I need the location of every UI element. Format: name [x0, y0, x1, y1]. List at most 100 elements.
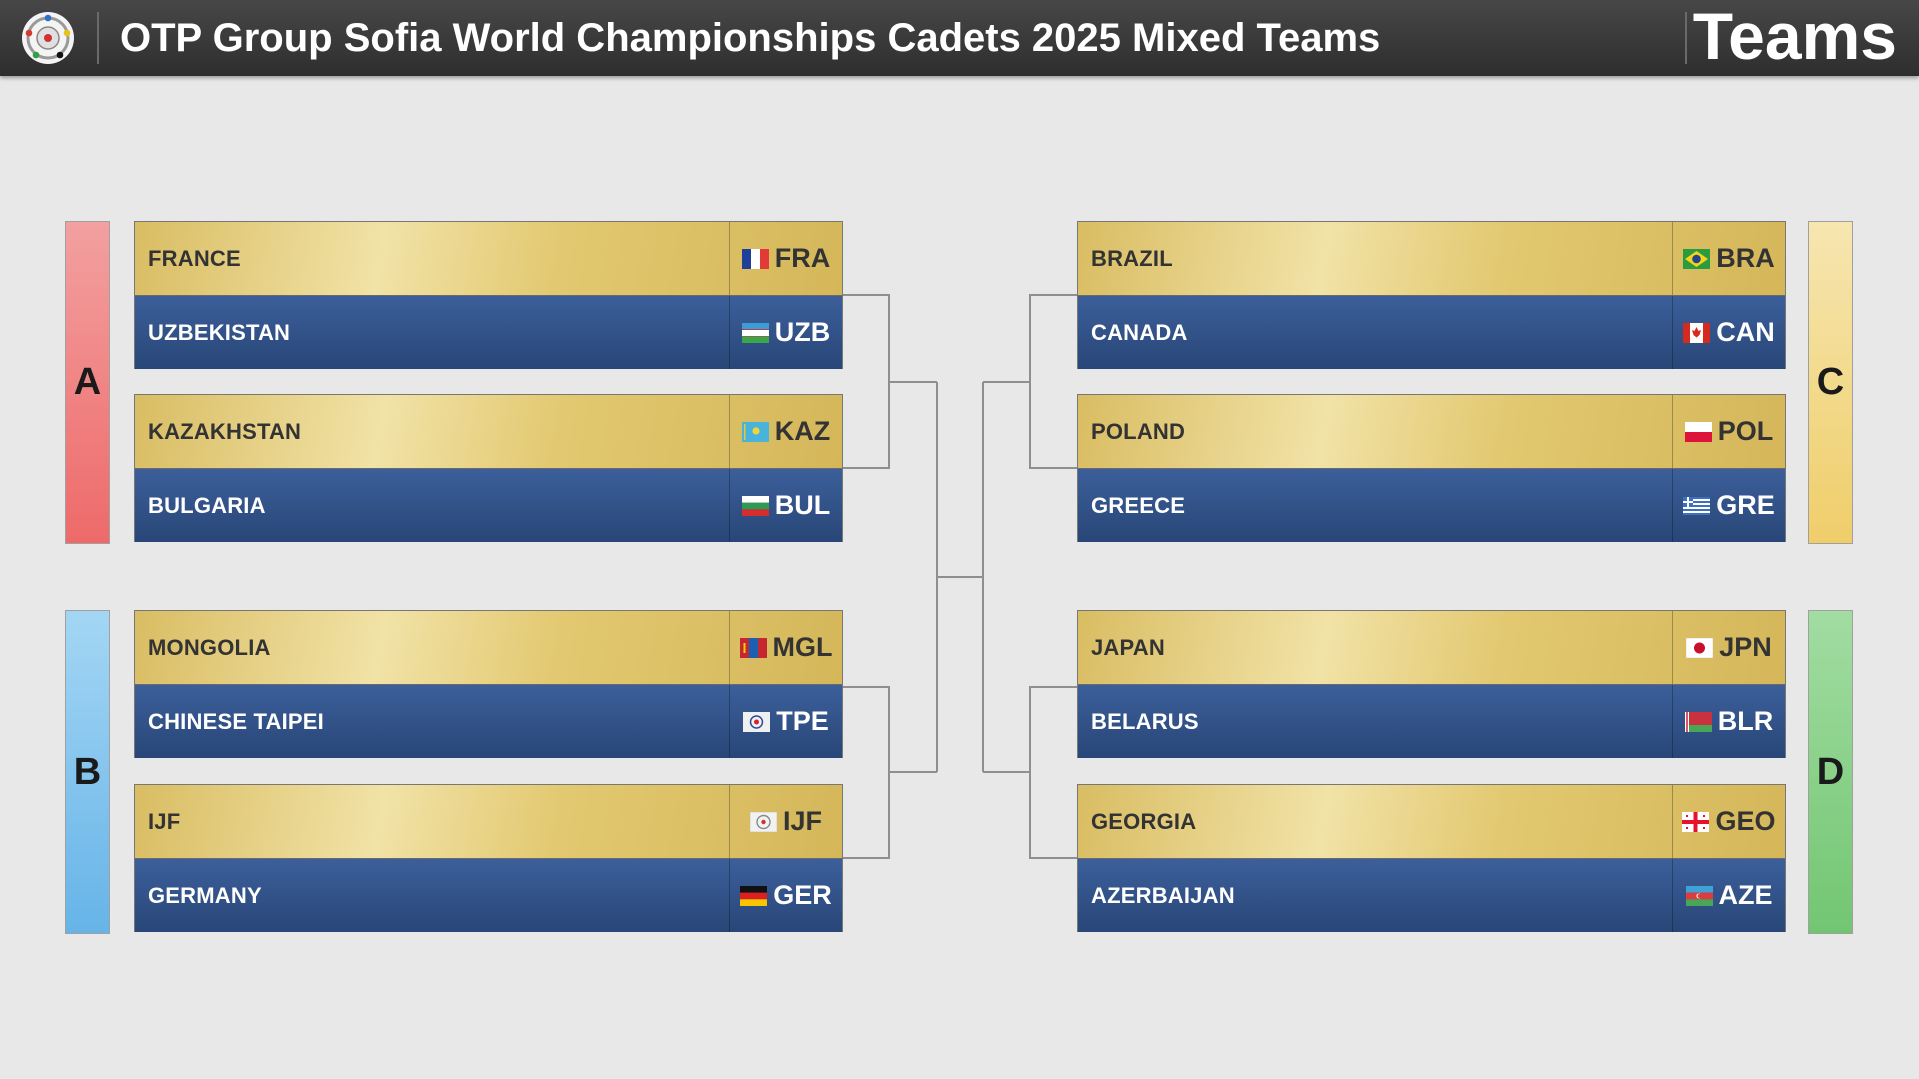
team-code-cell: GER [729, 859, 842, 932]
team-row-pol[interactable]: POLAND POL [1078, 395, 1785, 468]
pool-b-label: B [73, 750, 102, 793]
team-row-ijf[interactable]: IJF IJF [135, 785, 842, 858]
gre-flag-icon [1683, 496, 1711, 515]
team-code: JPN [1719, 632, 1772, 662]
team-row-gre[interactable]: GREECE GRE [1078, 468, 1785, 542]
team-row-aze[interactable]: AZERBAIJAN AZE [1078, 858, 1785, 932]
team-code: BUL [774, 490, 831, 520]
ijf-logo-icon [22, 12, 74, 64]
team-row-kaz[interactable]: KAZAKHSTAN KAZ [135, 395, 842, 468]
uzb-flag-icon [741, 322, 769, 343]
team-name: UZBEKISTAN [148, 319, 291, 345]
header-divider [1685, 12, 1687, 64]
team-name: GERMANY [148, 882, 262, 908]
team-code-cell: KAZ [729, 395, 842, 468]
pool-d-bar: D [1808, 610, 1853, 934]
team-code: GRE [1716, 490, 1775, 520]
team-name: BRAZIL [1091, 245, 1173, 271]
team-name: POLAND [1091, 418, 1186, 444]
header-divider [97, 12, 99, 64]
match-geo-aze[interactable]: GEORGIA GEO AZERBAIJAN AZE [1077, 784, 1786, 932]
team-code-cell: BRA [1672, 222, 1785, 295]
can-flag-icon [1683, 322, 1711, 343]
team-code: BRA [1716, 243, 1775, 273]
fra-flag-icon [741, 248, 769, 269]
team-code-cell: UZB [729, 296, 842, 369]
team-name: CANADA [1091, 319, 1188, 345]
page-title: OTP Group Sofia World Championships Cade… [120, 16, 1381, 60]
team-row-tpe[interactable]: CHINESE TAIPEI TPE [135, 684, 842, 758]
team-code: GEO [1715, 806, 1776, 836]
team-code-cell: BUL [729, 469, 842, 542]
match-bra-can[interactable]: BRAZIL BRA CANADA CAN [1077, 221, 1786, 369]
section-label: Teams [1692, 0, 1897, 73]
team-row-fra[interactable]: FRANCE FRA [135, 222, 842, 295]
team-name: BULGARIA [148, 492, 266, 518]
team-row-mgl[interactable]: MONGOLIA MGL [135, 611, 842, 684]
header-bar: OTP Group Sofia World Championships Cade… [0, 0, 1919, 76]
team-code: BLR [1717, 706, 1774, 736]
team-name: CHINESE TAIPEI [148, 708, 324, 734]
team-row-bra[interactable]: BRAZIL BRA [1078, 222, 1785, 295]
pool-c-bar: C [1808, 221, 1853, 544]
team-code: FRA [774, 243, 831, 273]
team-row-uzb[interactable]: UZBEKISTAN UZB [135, 295, 842, 369]
team-code-cell: AZE [1672, 859, 1785, 932]
match-kaz-bul[interactable]: KAZAKHSTAN KAZ BULGARIA BUL [134, 394, 843, 542]
team-code-cell: POL [1672, 395, 1785, 468]
bul-flag-icon [741, 495, 769, 516]
team-code-cell: FRA [729, 222, 842, 295]
match-ijf-ger[interactable]: IJF IJF GERMANY GER [134, 784, 843, 932]
team-row-bul[interactable]: BULGARIA BUL [135, 468, 842, 542]
team-name: MONGOLIA [148, 634, 271, 660]
blr-flag-icon [1684, 711, 1712, 732]
team-code-cell: MGL [729, 611, 842, 684]
team-code: KAZ [774, 416, 831, 446]
team-name: BELARUS [1091, 708, 1199, 734]
team-name: AZERBAIJAN [1091, 882, 1235, 908]
pool-b-bar: B [65, 610, 110, 934]
team-code: CAN [1716, 317, 1775, 347]
team-code-cell: TPE [729, 685, 842, 758]
team-code-cell: GRE [1672, 469, 1785, 542]
pool-a-label: A [73, 361, 102, 403]
team-code: IJF [782, 806, 822, 836]
match-pol-gre[interactable]: POLAND POL GREECE GRE [1077, 394, 1786, 542]
team-code: GER [773, 880, 832, 910]
team-name: KAZAKHSTAN [148, 418, 302, 444]
jpn-flag-icon [1686, 637, 1714, 658]
kaz-flag-icon [741, 421, 769, 442]
team-name: FRANCE [148, 245, 241, 271]
pool-d-label: D [1816, 750, 1845, 793]
team-name: GREECE [1091, 492, 1186, 518]
match-jpn-blr[interactable]: JAPAN JPN BELARUS BLR [1077, 610, 1786, 758]
team-code-cell: JPN [1672, 611, 1785, 684]
pol-flag-icon [1684, 421, 1712, 442]
team-row-geo[interactable]: GEORGIA GEO [1078, 785, 1785, 858]
geo-flag-icon [1682, 811, 1710, 832]
team-name: JAPAN [1091, 634, 1165, 660]
team-code-cell: CAN [1672, 296, 1785, 369]
team-code: POL [1717, 416, 1774, 446]
team-row-blr[interactable]: BELARUS BLR [1078, 684, 1785, 758]
match-mgl-tpe[interactable]: MONGOLIA MGL CHINESE TAIPEI TPE [134, 610, 843, 758]
team-code: UZB [774, 317, 831, 347]
aze-flag-icon [1685, 885, 1713, 906]
team-code: AZE [1718, 880, 1773, 910]
team-row-ger[interactable]: GERMANY GER [135, 858, 842, 932]
team-row-can[interactable]: CANADA CAN [1078, 295, 1785, 369]
pool-c-label: C [1816, 361, 1845, 403]
match-fra-uzb[interactable]: FRANCE FRA UZBEKISTAN UZB [134, 221, 843, 369]
pool-a-bar: A [65, 221, 110, 544]
team-name: GEORGIA [1091, 808, 1197, 834]
mgl-flag-icon [739, 637, 767, 658]
tpe-flag-icon [743, 711, 771, 732]
team-code: TPE [776, 706, 829, 736]
bra-flag-icon [1683, 248, 1711, 269]
ger-flag-icon [740, 885, 768, 906]
team-code-cell: IJF [729, 785, 842, 858]
team-code-cell: GEO [1672, 785, 1785, 858]
team-row-jpn[interactable]: JAPAN JPN [1078, 611, 1785, 684]
team-code: MGL [772, 632, 833, 662]
